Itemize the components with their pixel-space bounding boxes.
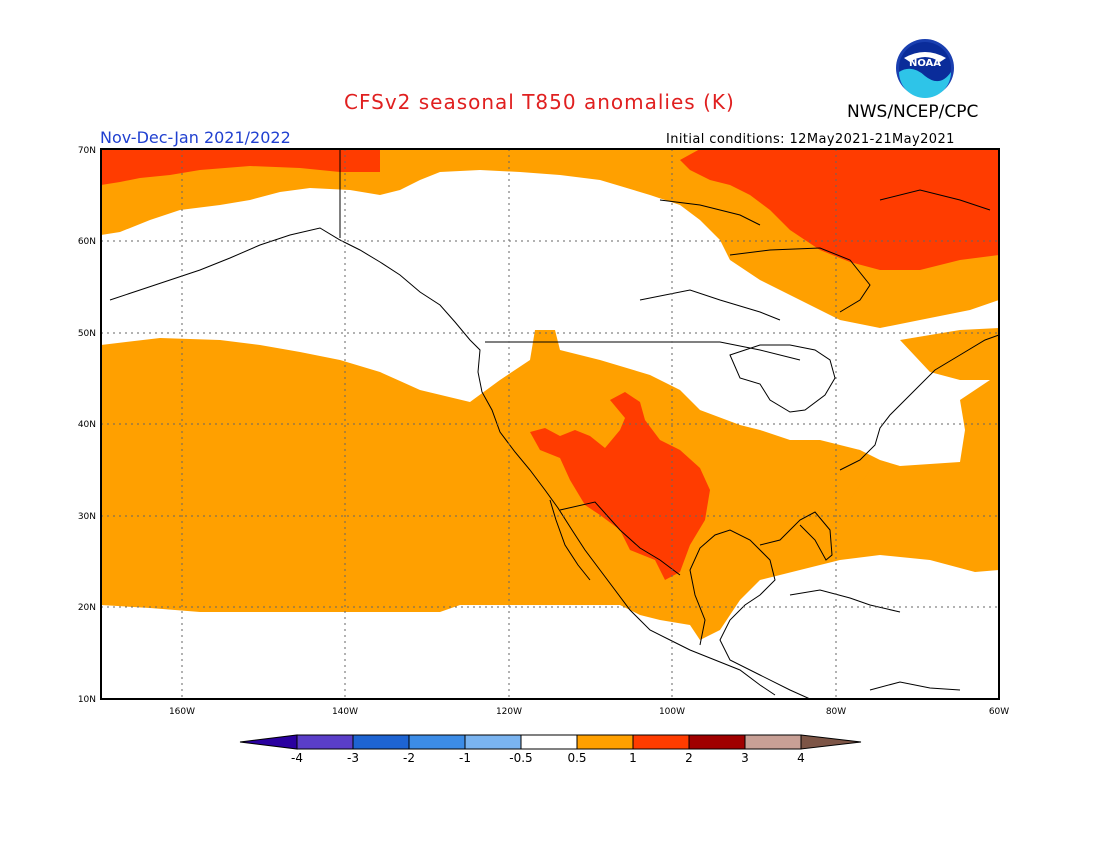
colorbar-label: -2 [403, 751, 415, 765]
colorbar-box [576, 734, 634, 750]
forecast-period: Nov-Dec-Jan 2021/2022 [100, 128, 291, 147]
lat-label: 50N [78, 329, 96, 339]
lat-label: 40N [78, 420, 96, 430]
lon-label: 60W [989, 707, 1009, 717]
lon-label: 100W [659, 707, 685, 717]
colorbar-label: -0.5 [509, 751, 532, 765]
lon-axis: 160W 140W 120W 100W 80W 60W [169, 707, 1009, 717]
colorbar: -4 -3 -2 -1 -0.5 0.5 1 2 3 4 [239, 734, 862, 765]
lon-label: 120W [496, 707, 522, 717]
colorbar-box [744, 734, 802, 750]
colorbar-label: -3 [347, 751, 359, 765]
colorbar-label: -1 [459, 751, 471, 765]
colorbar-label: 3 [741, 751, 749, 765]
graticule [101, 149, 999, 699]
lat-label: 30N [78, 512, 96, 522]
lon-label: 140W [332, 707, 358, 717]
agency-label: NWS/NCEP/CPC [847, 102, 979, 122]
colorbar-box [520, 734, 578, 750]
colorbar-label: 1 [629, 751, 637, 765]
colorbar-box [688, 734, 746, 750]
initial-conditions: Initial conditions: 12May2021-21May2021 [666, 132, 955, 147]
lat-label: 70N [78, 146, 96, 156]
logo-text: NOAA [909, 58, 941, 69]
anomaly-region-1-2 [101, 149, 999, 580]
lat-axis: 70N 60N 50N 40N 30N 20N 10N [78, 146, 96, 705]
lat-label: 20N [78, 603, 96, 613]
colorbar-box [408, 734, 466, 750]
map-frame [100, 148, 1000, 700]
chart-title: CFSv2 seasonal T850 anomalies (K) [344, 90, 735, 114]
lon-label: 160W [169, 707, 195, 717]
colorbar-box [464, 734, 522, 750]
lat-label: 10N [78, 695, 96, 705]
colorbar-label: 0.5 [567, 751, 586, 765]
lon-label: 80W [826, 707, 846, 717]
lat-label: 60N [78, 237, 96, 247]
colorbar-box [352, 734, 410, 750]
colorbar-arrow-low [239, 734, 298, 750]
colorbar-label: 4 [797, 751, 805, 765]
colorbar-box [296, 734, 354, 750]
colorbar-arrow-high [800, 734, 862, 750]
colorbar-label: 2 [685, 751, 693, 765]
coastlines [109, 149, 999, 699]
colorbar-label: -4 [291, 751, 303, 765]
colorbar-box [632, 734, 690, 750]
noaa-logo: NOAA [896, 39, 954, 98]
